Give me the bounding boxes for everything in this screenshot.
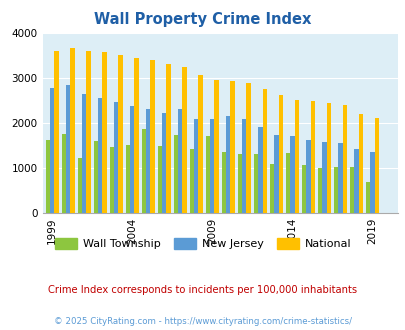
Bar: [301, 165, 305, 213]
Bar: [114, 102, 118, 213]
Bar: [134, 58, 139, 213]
Bar: [62, 134, 66, 213]
Text: Wall Property Crime Index: Wall Property Crime Index: [94, 12, 311, 26]
Bar: [118, 55, 123, 213]
Bar: [373, 118, 378, 213]
Bar: [253, 154, 258, 213]
Bar: [230, 81, 234, 213]
Bar: [182, 67, 187, 213]
Text: Crime Index corresponds to incidents per 100,000 inhabitants: Crime Index corresponds to incidents per…: [48, 285, 357, 295]
Bar: [369, 152, 373, 213]
Bar: [269, 164, 273, 213]
Bar: [109, 147, 114, 213]
Bar: [82, 94, 86, 213]
Bar: [45, 141, 50, 213]
Bar: [162, 114, 166, 213]
Bar: [246, 83, 250, 213]
Bar: [321, 142, 326, 213]
Bar: [237, 154, 241, 213]
Bar: [214, 80, 218, 213]
Bar: [130, 106, 134, 213]
Bar: [294, 100, 298, 213]
Bar: [141, 129, 146, 213]
Bar: [353, 148, 358, 213]
Bar: [317, 168, 321, 213]
Bar: [177, 110, 182, 213]
Bar: [77, 158, 82, 213]
Legend: Wall Township, New Jersey, National: Wall Township, New Jersey, National: [50, 234, 355, 253]
Bar: [98, 98, 102, 213]
Bar: [358, 114, 362, 213]
Text: © 2025 CityRating.com - https://www.cityrating.com/crime-statistics/: © 2025 CityRating.com - https://www.city…: [54, 317, 351, 326]
Bar: [157, 146, 162, 213]
Bar: [146, 109, 150, 213]
Bar: [198, 75, 202, 213]
Bar: [305, 140, 310, 213]
Bar: [194, 119, 198, 213]
Bar: [209, 119, 214, 213]
Bar: [342, 105, 346, 213]
Bar: [333, 167, 337, 213]
Bar: [66, 85, 70, 213]
Bar: [273, 135, 278, 213]
Bar: [278, 95, 282, 213]
Bar: [337, 143, 342, 213]
Bar: [364, 182, 369, 213]
Bar: [226, 116, 230, 213]
Bar: [166, 64, 171, 213]
Bar: [262, 89, 266, 213]
Bar: [54, 50, 59, 213]
Bar: [241, 119, 246, 213]
Bar: [86, 50, 91, 213]
Bar: [189, 149, 194, 213]
Bar: [221, 152, 226, 213]
Bar: [150, 59, 155, 213]
Bar: [349, 167, 353, 213]
Bar: [102, 52, 107, 213]
Bar: [125, 146, 130, 213]
Bar: [289, 136, 294, 213]
Bar: [285, 153, 289, 213]
Bar: [70, 48, 75, 213]
Bar: [50, 88, 54, 213]
Bar: [173, 135, 177, 213]
Bar: [310, 101, 314, 213]
Bar: [326, 103, 330, 213]
Bar: [93, 141, 98, 213]
Bar: [205, 136, 209, 213]
Bar: [258, 127, 262, 213]
